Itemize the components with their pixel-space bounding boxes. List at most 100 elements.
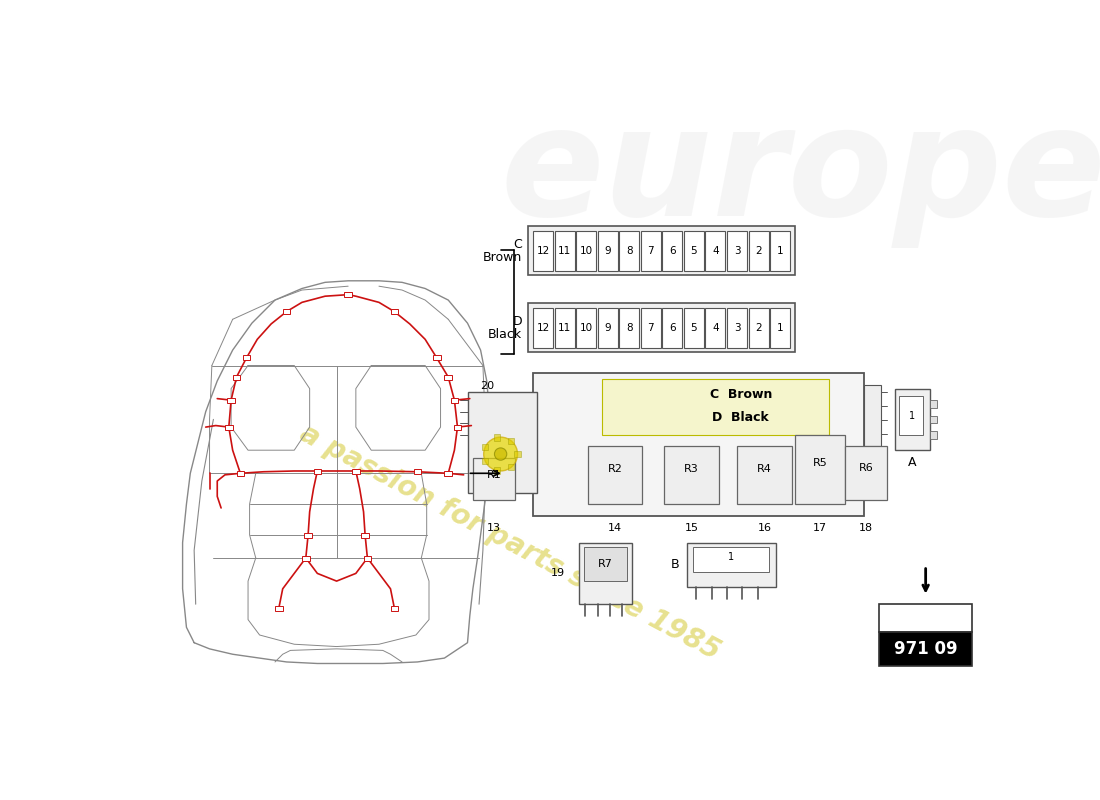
Text: D  Black: D Black [713, 411, 769, 424]
Bar [515, 451, 520, 457]
Bar [597, 308, 618, 348]
Bar [619, 308, 639, 348]
Text: R1: R1 [486, 470, 502, 480]
Text: 8: 8 [626, 246, 632, 256]
Bar [243, 355, 251, 361]
Bar [233, 374, 240, 380]
Bar [482, 458, 488, 465]
Bar [414, 470, 421, 474]
Text: 4: 4 [712, 322, 718, 333]
Bar [576, 308, 596, 348]
Bar [482, 444, 488, 450]
Text: 5: 5 [691, 246, 697, 256]
Text: a passion for parts since 1985: a passion for parts since 1985 [295, 419, 725, 666]
Bar [275, 606, 283, 610]
Bar [390, 606, 398, 610]
Bar [794, 435, 845, 504]
Bar [686, 542, 775, 587]
Text: C: C [514, 238, 522, 250]
Bar [619, 230, 639, 270]
Bar [770, 308, 790, 348]
Text: R2: R2 [608, 465, 623, 474]
Bar [684, 308, 704, 348]
Text: Black: Black [488, 328, 522, 341]
Bar [662, 308, 682, 348]
Bar [473, 458, 515, 500]
Bar [444, 374, 452, 380]
Bar [865, 385, 881, 446]
Text: 18: 18 [859, 523, 873, 533]
Text: 7: 7 [648, 322, 654, 333]
Bar [494, 434, 499, 441]
Bar [554, 308, 574, 348]
Bar [361, 533, 368, 538]
Text: A: A [908, 456, 916, 469]
Bar [314, 469, 321, 474]
Text: 6: 6 [669, 246, 675, 256]
Bar [534, 230, 553, 270]
Bar [727, 308, 747, 348]
Bar [580, 542, 631, 604]
Text: 9: 9 [604, 322, 611, 333]
Text: 11: 11 [558, 322, 571, 333]
Bar [228, 398, 235, 403]
Bar [344, 292, 352, 298]
Bar [640, 230, 661, 270]
Text: R6: R6 [859, 463, 873, 473]
Bar [693, 547, 769, 572]
Text: D: D [513, 314, 522, 328]
Bar [895, 389, 930, 450]
Text: 1: 1 [777, 246, 783, 256]
Bar [749, 308, 769, 348]
Text: 1: 1 [777, 322, 783, 333]
Text: 16: 16 [758, 523, 772, 533]
Bar [494, 467, 499, 474]
Bar [705, 308, 726, 348]
Bar [433, 355, 440, 361]
Bar [390, 310, 398, 314]
Text: 2: 2 [756, 322, 762, 333]
Text: Brown: Brown [483, 250, 522, 264]
Text: 12: 12 [537, 246, 550, 256]
Bar [508, 438, 515, 444]
Bar [283, 310, 290, 314]
Text: 20: 20 [480, 381, 494, 390]
Bar [363, 556, 372, 561]
Bar [584, 547, 627, 581]
Bar [705, 230, 726, 270]
Bar [727, 230, 747, 270]
Bar [603, 379, 829, 435]
Text: 8: 8 [626, 322, 632, 333]
Text: 9: 9 [604, 246, 611, 256]
Circle shape [495, 448, 507, 460]
Text: 7: 7 [648, 246, 654, 256]
Text: R5: R5 [813, 458, 827, 467]
Text: 13: 13 [487, 523, 502, 533]
Bar [301, 556, 310, 561]
Text: 15: 15 [684, 523, 699, 533]
Text: 2: 2 [756, 246, 762, 256]
Bar [534, 308, 553, 348]
Bar [900, 396, 923, 435]
Bar [588, 446, 642, 504]
Bar [508, 464, 515, 470]
Circle shape [484, 437, 518, 471]
Bar [528, 303, 794, 353]
Bar [880, 604, 972, 632]
Bar [224, 425, 232, 430]
Bar [640, 308, 661, 348]
Text: B: B [671, 558, 680, 571]
Bar [737, 446, 792, 504]
Bar [352, 469, 360, 474]
Text: 1: 1 [728, 552, 735, 562]
Text: 5: 5 [691, 322, 697, 333]
Text: R7: R7 [598, 559, 613, 569]
Text: 1: 1 [909, 411, 915, 422]
Text: 971 09: 971 09 [894, 640, 957, 658]
Text: 14: 14 [608, 523, 623, 533]
Text: europes: europes [500, 98, 1100, 247]
Text: R3: R3 [684, 465, 699, 474]
Text: 19: 19 [551, 568, 565, 578]
Bar [453, 425, 461, 430]
Bar [880, 632, 972, 666]
